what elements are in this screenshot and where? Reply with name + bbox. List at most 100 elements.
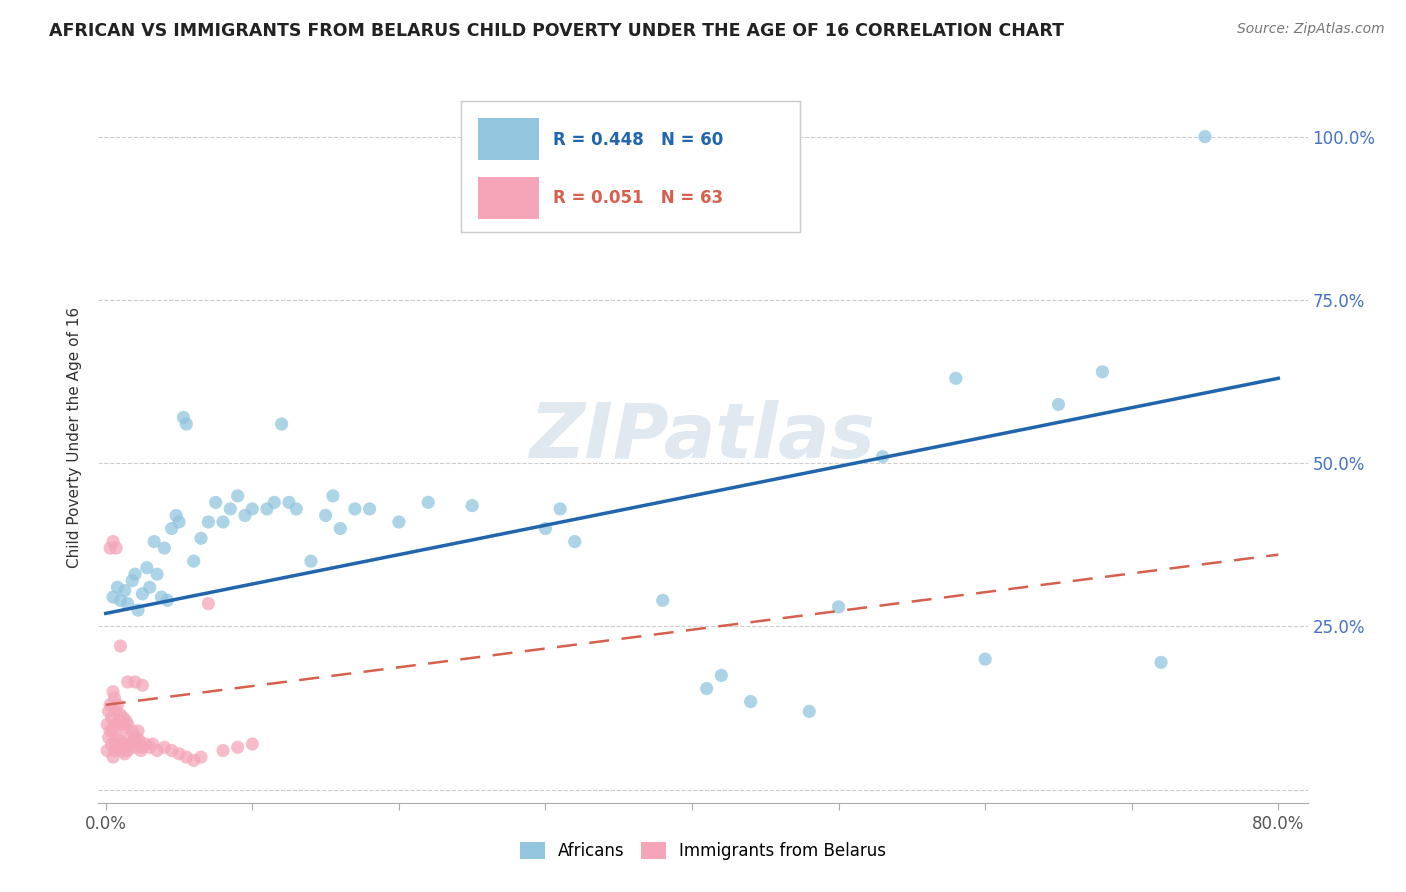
Point — [107, 731, 129, 745]
Point — [115, 714, 138, 728]
Point — [197, 597, 219, 611]
Point — [110, 639, 132, 653]
Point — [112, 711, 135, 725]
Point — [107, 580, 129, 594]
Point — [212, 515, 235, 529]
Point — [299, 554, 322, 568]
Point — [799, 705, 821, 719]
Point — [156, 593, 179, 607]
Point — [263, 495, 285, 509]
Point — [131, 740, 153, 755]
Point — [974, 652, 997, 666]
Point — [165, 508, 187, 523]
Text: Source: ZipAtlas.com: Source: ZipAtlas.com — [1237, 22, 1385, 37]
Point — [827, 599, 849, 614]
Text: AFRICAN VS IMMIGRANTS FROM BELARUS CHILD POVERTY UNDER THE AGE OF 16 CORRELATION: AFRICAN VS IMMIGRANTS FROM BELARUS CHILD… — [49, 22, 1064, 40]
Point — [197, 515, 219, 529]
Point — [120, 737, 142, 751]
Point — [128, 733, 150, 747]
Point — [131, 587, 153, 601]
Point — [131, 678, 153, 692]
Point — [101, 590, 124, 604]
Point — [872, 450, 894, 464]
Point — [226, 489, 249, 503]
Point — [111, 743, 134, 757]
Point — [97, 705, 120, 719]
Point — [105, 705, 128, 719]
Point — [167, 515, 190, 529]
Point — [100, 737, 122, 751]
Point — [117, 743, 139, 757]
Point — [127, 603, 149, 617]
Point — [1047, 397, 1070, 411]
Point — [343, 502, 366, 516]
Point — [98, 698, 121, 712]
Point — [127, 723, 149, 738]
Point — [1091, 365, 1114, 379]
Point — [114, 721, 136, 735]
Point — [103, 717, 125, 731]
Point — [150, 590, 173, 604]
Point — [153, 740, 176, 755]
Point — [122, 733, 145, 747]
Point — [740, 695, 762, 709]
Point — [146, 743, 169, 757]
Point — [121, 574, 143, 588]
Point — [110, 593, 132, 607]
Point — [97, 731, 120, 745]
Point — [98, 723, 121, 738]
Point — [359, 502, 381, 516]
Point — [696, 681, 718, 696]
Point — [461, 499, 484, 513]
Point — [153, 541, 176, 555]
Point — [233, 508, 256, 523]
Point — [105, 737, 128, 751]
Point — [103, 743, 125, 757]
Point — [240, 737, 263, 751]
Point — [1194, 129, 1216, 144]
Point — [167, 747, 190, 761]
Point — [111, 717, 134, 731]
Point — [212, 743, 235, 757]
Point — [1150, 656, 1173, 670]
Point — [172, 410, 194, 425]
Point — [108, 740, 131, 755]
Point — [204, 495, 226, 509]
Point — [176, 417, 198, 431]
Point — [114, 583, 136, 598]
Point — [96, 743, 118, 757]
Point — [945, 371, 967, 385]
Point — [564, 534, 586, 549]
Point — [270, 417, 292, 431]
Point — [110, 733, 132, 747]
Point — [121, 723, 143, 738]
Point — [388, 515, 411, 529]
Point — [101, 723, 124, 738]
Point — [190, 750, 212, 764]
Point — [98, 541, 121, 555]
Point — [114, 747, 136, 761]
Point — [176, 750, 198, 764]
Point — [118, 731, 141, 745]
Point — [125, 731, 148, 745]
Point — [160, 521, 183, 535]
Point — [103, 691, 125, 706]
Point — [278, 495, 301, 509]
Point — [534, 521, 557, 535]
Point — [135, 560, 157, 574]
Point — [101, 685, 124, 699]
Point — [105, 541, 128, 555]
Point — [183, 753, 205, 767]
Point — [117, 597, 139, 611]
Point — [108, 714, 131, 728]
Point — [129, 743, 152, 757]
Point — [710, 668, 733, 682]
Point — [160, 743, 183, 757]
Point — [240, 502, 263, 516]
Point — [134, 737, 156, 751]
Point — [315, 508, 337, 523]
Point — [101, 534, 124, 549]
Point — [117, 675, 139, 690]
Point — [548, 502, 571, 516]
Point — [138, 740, 160, 755]
